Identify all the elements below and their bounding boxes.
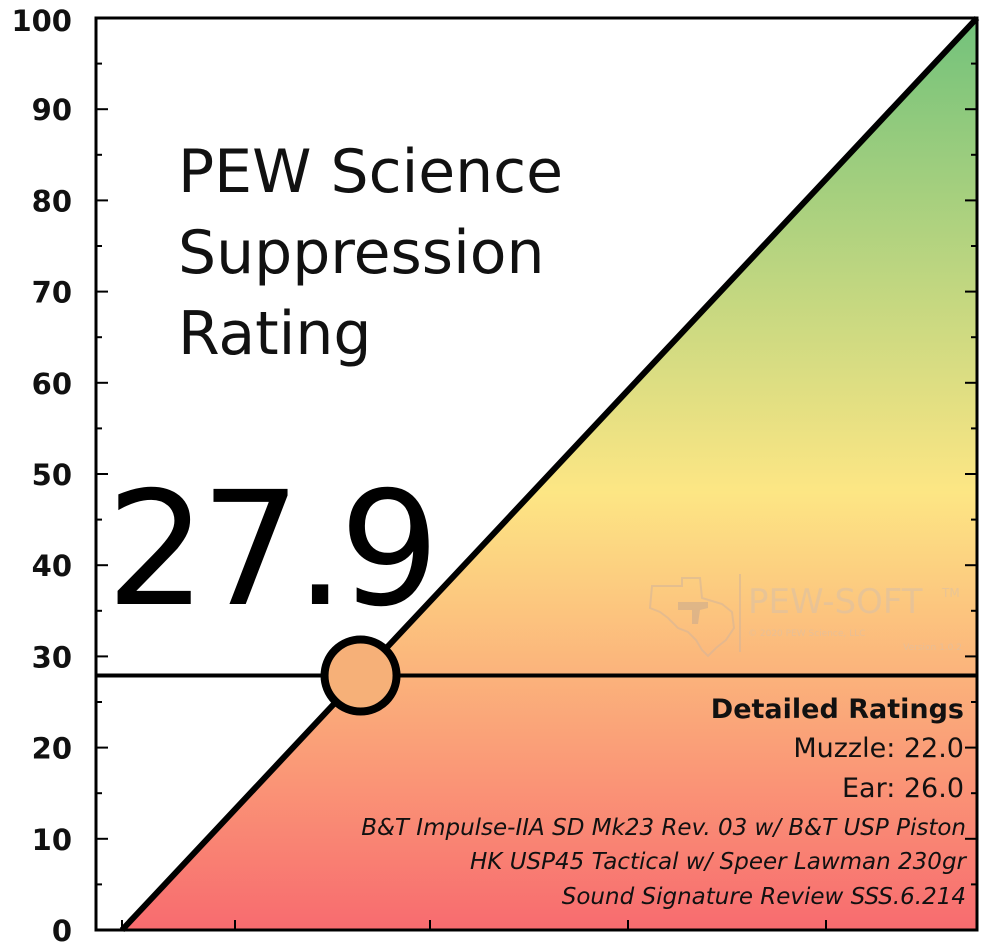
rating-marker: [320, 635, 401, 716]
watermark-version: Version 1.0.2: [903, 643, 962, 653]
watermark-tm: TM: [941, 586, 960, 600]
suppressor-description: B&T Impulse-IIA SD Mk23 Rev. 03 w/ B&T U…: [361, 815, 966, 841]
y-tick-label: 0: [52, 914, 72, 948]
y-tick-label: 10: [32, 823, 72, 857]
chart-title-line-2: Suppression: [178, 218, 544, 288]
y-tick-label: 60: [32, 367, 72, 401]
detailed-ratings-heading: Detailed Ratings: [711, 694, 964, 725]
review-reference: Sound Signature Review SSS.6.214: [562, 884, 966, 910]
chart-title-line-3: Rating: [178, 299, 371, 369]
y-tick-label: 80: [32, 184, 72, 218]
y-tick-label: 90: [32, 93, 72, 127]
y-tick-label: 20: [32, 732, 72, 766]
y-tick-label: 70: [32, 276, 72, 310]
ear-rating: Ear: 26.0: [842, 773, 964, 804]
plot-frame: [94, 16, 979, 932]
chart-title-line-1: PEW Science: [178, 137, 563, 207]
y-tick-label: 100: [11, 4, 72, 38]
pew-soft-watermark: PEW-SOFT TM © 2020 PEW Science, LLC Vers…: [648, 574, 962, 658]
y-tick-label: 50: [32, 458, 72, 492]
y-tick-label: 40: [32, 549, 72, 583]
watermark-brand: PEW-SOFT: [748, 582, 923, 622]
watermark-copyright: © 2020 PEW Science, LLC: [748, 629, 865, 639]
y-tick-label: 30: [32, 640, 72, 674]
muzzle-rating: Muzzle: 22.0: [793, 733, 964, 764]
y-axis-labels: 0 10 20 30 40 50 60 70 80 90 100: [11, 4, 72, 948]
host-ammo-description: HK USP45 Tactical w/ Speer Lawman 230gr: [470, 849, 968, 875]
diagonal-line: [119, 15, 980, 933]
rating-value: 27.9: [106, 458, 434, 642]
texas-pistol-icon: [648, 577, 736, 658]
